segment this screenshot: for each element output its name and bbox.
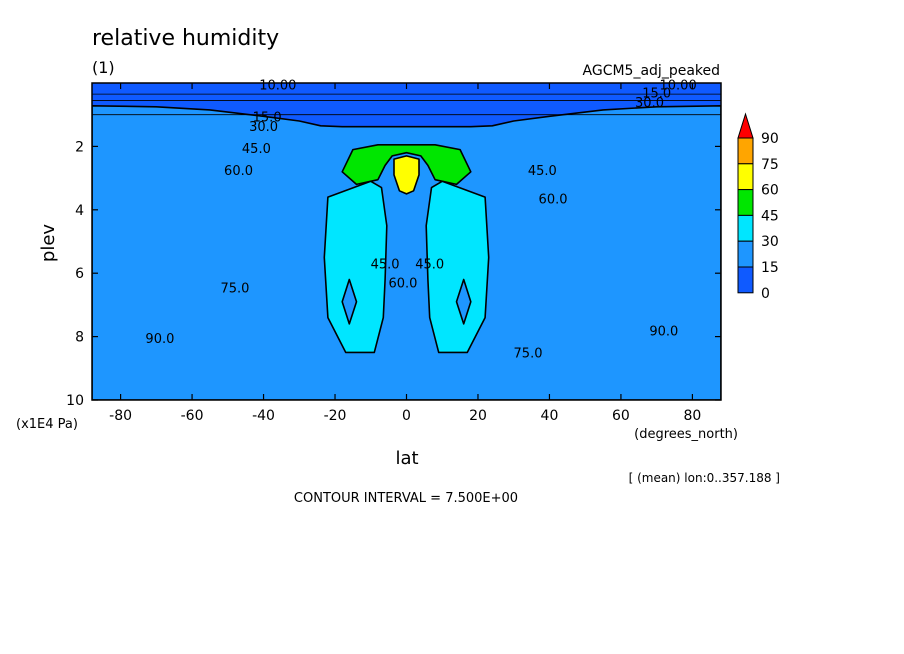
chart-subtitle: (1)	[92, 58, 115, 77]
colorbar-label: 15	[761, 260, 779, 276]
x-tick-label: -40	[252, 408, 275, 424]
contour-label: 10.00	[259, 79, 296, 94]
mean-note: [ (mean) lon:0..357.188 ]	[629, 471, 780, 485]
y-tick-label: 6	[75, 266, 84, 282]
x-axis-label: lat	[395, 448, 418, 469]
contour-label: 60.0	[388, 277, 417, 292]
x-tick-label: 40	[541, 408, 559, 424]
colorbar-swatch	[737, 214, 754, 242]
colorbar-label: 75	[761, 157, 779, 173]
y-axis: 2 4 6 8 10	[66, 139, 721, 409]
contour-label: 75.0	[514, 346, 543, 361]
contour-label: 30.0	[635, 96, 664, 111]
contour-region-60	[393, 155, 420, 195]
x-axis-units: (degrees_north)	[634, 427, 738, 442]
contour-label: 90.0	[145, 332, 174, 347]
x-tick-label: 20	[469, 408, 487, 424]
contour-region-30	[425, 180, 490, 354]
contour-region-30	[323, 180, 388, 354]
x-tick-label: -60	[181, 408, 204, 424]
colorbar-label: 45	[761, 208, 779, 224]
colorbar-swatch	[737, 137, 754, 165]
y-tick-label: 8	[75, 330, 84, 346]
contour-fill-layer	[92, 83, 721, 400]
x-tick-label: -80	[109, 408, 132, 424]
contour-region-15	[341, 278, 358, 325]
contour-region-15	[92, 105, 721, 400]
dataset-label: AGCM5_adj_peaked	[583, 63, 720, 79]
contour-label: 45.0	[242, 142, 271, 157]
colorbar-label: 30	[761, 234, 779, 250]
colorbar-label: 90	[761, 131, 779, 147]
colorbar-swatch	[737, 240, 754, 268]
contour-label: 60.0	[224, 164, 253, 179]
contour-label: 75.0	[220, 281, 249, 296]
x-tick-label: 0	[402, 408, 411, 424]
contour-region-15	[455, 278, 472, 325]
x-tick-label: 80	[683, 408, 701, 424]
contour-label: 45.0	[528, 164, 557, 179]
contour-interval-note: CONTOUR INTERVAL = 7.500E+00	[294, 491, 518, 506]
y-tick-label: 4	[75, 203, 84, 219]
contour-label: 45.0	[415, 258, 444, 273]
contour-label: 15.0	[642, 87, 671, 102]
contour-label: 30.0	[249, 120, 278, 135]
y-tick-label: 10	[66, 393, 84, 409]
colorbar-label: 60	[761, 183, 779, 199]
colorbar-swatch	[737, 266, 754, 294]
colorbar-swatch	[737, 163, 754, 191]
contour-label: 15.0	[253, 110, 282, 125]
x-tick-label: -20	[324, 408, 347, 424]
y-axis-label: plev	[38, 224, 59, 263]
y-axis-units: (x1E4 Pa)	[16, 417, 78, 432]
x-tick-label: 60	[612, 408, 630, 424]
chart-title: relative humidity	[92, 26, 279, 51]
colorbar-legend: 90 75 60 45 30 15 0	[737, 112, 779, 302]
contour-label: 90.0	[649, 324, 678, 339]
contour-label: 45.0	[371, 258, 400, 273]
contour-label: 60.0	[539, 193, 568, 208]
colorbar-extend-triangle	[737, 112, 754, 139]
colorbar-label: 0	[761, 286, 770, 302]
y-tick-label: 2	[75, 139, 84, 155]
colorbar-swatch	[737, 189, 754, 216]
x-axis: -80 -60 -40 -20 0 20 40 60 80	[109, 83, 701, 424]
